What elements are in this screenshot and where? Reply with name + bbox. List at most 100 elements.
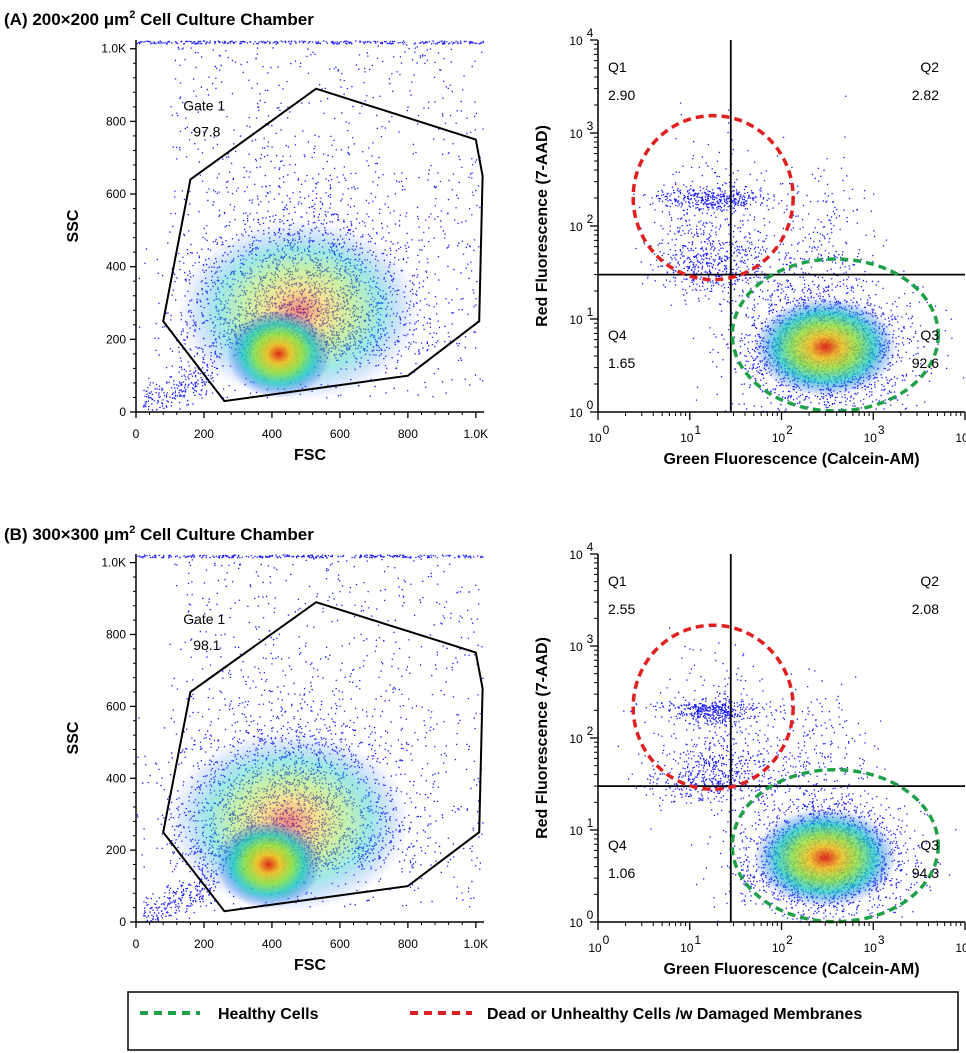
gate-name: Gate 1 xyxy=(183,97,225,113)
healthy-density xyxy=(753,807,898,908)
y-tick-label: 10 xyxy=(569,220,583,234)
y-tick-label: 10 xyxy=(569,732,583,746)
y-tick-label: 10 xyxy=(569,548,583,562)
x-axis-label: Green Fluorescence (Calcein-AM) xyxy=(663,451,919,468)
quadrant-name: Q3 xyxy=(920,837,939,853)
quadrant-value: 2.55 xyxy=(608,601,635,617)
y-tick-exponent: 2 xyxy=(587,724,594,738)
scatter-points xyxy=(136,554,484,922)
y-tick-label: 10 xyxy=(569,34,583,48)
panel-b-title: (B) 300×300 μm2 Cell Culture Chamber xyxy=(4,524,314,544)
x-tick-label: 10 xyxy=(680,941,694,955)
x-tick-label: 10 xyxy=(955,431,966,445)
x-tick-exponent: 1 xyxy=(694,423,701,437)
dead-cells-circle xyxy=(631,623,795,791)
x-tick-exponent: 2 xyxy=(786,933,793,947)
fsc-ssc-plot-0: Gate 1 97.8 0 200 400 600 800 1.0K 0 200 400 600 800… xyxy=(65,40,488,464)
y-tick-label: 800 xyxy=(106,628,126,642)
x-tick-label: 0 xyxy=(133,427,140,441)
y-tick-label: 400 xyxy=(106,260,126,274)
density-peak xyxy=(216,820,321,909)
x-tick-exponent: 3 xyxy=(878,933,885,947)
dead-cells-circle xyxy=(631,113,795,282)
y-axis-label: SSC xyxy=(65,721,82,754)
quadrant-value: 2.08 xyxy=(912,601,939,617)
quadrant-value: 2.82 xyxy=(912,87,939,103)
legend-healthy-label: Healthy Cells xyxy=(218,1006,319,1023)
x-tick-label: 600 xyxy=(330,937,350,951)
y-tick-exponent: 3 xyxy=(587,119,594,133)
panel-a-title: (A) 200×200 μm2 Cell Culture Chamber xyxy=(4,9,314,29)
y-tick-exponent: 4 xyxy=(587,26,594,40)
y-tick-label: 1.0K xyxy=(101,42,126,56)
y-tick-exponent: 4 xyxy=(587,540,594,554)
x-tick-label: 10 xyxy=(588,941,602,955)
fluorescence-plot-1: Q12.90Q22.82Q392.6Q41.651001001011011021… xyxy=(534,26,966,468)
x-tick-label: 800 xyxy=(398,937,418,951)
x-axis-label: Green Fluorescence (Calcein-AM) xyxy=(663,961,919,978)
gate-polygon xyxy=(162,87,484,403)
scatter-points xyxy=(136,40,484,412)
x-tick-exponent: 2 xyxy=(786,423,793,437)
healthy-cells-circle xyxy=(730,257,941,413)
y-tick-label: 200 xyxy=(106,332,126,346)
legend-dead-label: Dead or Unhealthy Cells /w Damaged Membr… xyxy=(487,1006,862,1023)
quadrant-name: Q3 xyxy=(920,327,939,343)
x-axis-label: FSC xyxy=(294,957,326,974)
y-tick-label: 10 xyxy=(569,824,583,838)
x-tick-label: 1.0K xyxy=(464,427,489,441)
quadrant-value: 1.65 xyxy=(608,355,635,371)
x-tick-exponent: 3 xyxy=(878,423,885,437)
y-tick-label: 10 xyxy=(569,916,583,930)
y-tick-exponent: 2 xyxy=(587,212,594,226)
scatter-points xyxy=(617,627,957,922)
y-tick-label: 10 xyxy=(569,640,583,654)
quadrant-name: Q2 xyxy=(920,59,939,75)
y-tick-exponent: 0 xyxy=(587,398,594,412)
x-tick-label: 10 xyxy=(864,431,878,445)
quadrant-name: Q2 xyxy=(920,573,939,589)
quadrant-name: Q1 xyxy=(608,59,627,75)
gate-name: Gate 1 xyxy=(183,611,225,627)
quadrant-value: 92.6 xyxy=(912,355,939,371)
x-tick-label: 200 xyxy=(194,937,214,951)
quadrant-value: 1.06 xyxy=(608,865,635,881)
y-tick-label: 200 xyxy=(106,843,126,857)
y-tick-label: 600 xyxy=(106,187,126,201)
y-tick-label: 10 xyxy=(569,313,583,327)
fsc-ssc-plot-2: Gate 1 98.1 0 200 400 600 800 1.0K 0 200 400 600 800… xyxy=(65,554,488,974)
x-tick-label: 10 xyxy=(772,941,786,955)
x-tick-label: 10 xyxy=(772,431,786,445)
quadrant-name: Q4 xyxy=(608,837,627,853)
fluorescence-plot-3: Q12.55Q22.08Q394.3Q41.061001001011011021… xyxy=(534,540,966,978)
x-tick-exponent: 0 xyxy=(603,423,610,437)
quadrant-value: 94.3 xyxy=(912,865,939,881)
x-tick-label: 10 xyxy=(864,941,878,955)
y-tick-label: 0 xyxy=(119,915,126,929)
x-tick-label: 600 xyxy=(330,427,350,441)
y-tick-label: 1.0K xyxy=(101,556,126,570)
y-tick-label: 10 xyxy=(569,127,583,141)
x-tick-label: 400 xyxy=(262,937,282,951)
x-tick-label: 0 xyxy=(133,937,140,951)
x-tick-label: 1.0K xyxy=(464,937,489,951)
healthy-density xyxy=(753,296,898,397)
legend: Healthy Cells Dead or Unhealthy Cells /w… xyxy=(127,991,959,1051)
x-tick-label: 800 xyxy=(398,427,418,441)
density-peak xyxy=(226,309,331,398)
y-tick-exponent: 1 xyxy=(587,816,594,830)
x-tick-label: 10 xyxy=(680,431,694,445)
y-tick-exponent: 3 xyxy=(587,632,594,646)
x-tick-label: 400 xyxy=(262,427,282,441)
y-tick-label: 0 xyxy=(119,405,126,419)
y-tick-label: 600 xyxy=(106,699,126,713)
x-tick-label: 10 xyxy=(955,941,966,955)
gate-percent: 97.8 xyxy=(193,123,220,139)
x-tick-label: 200 xyxy=(194,427,214,441)
legend-box xyxy=(127,991,959,1051)
quadrant-name: Q4 xyxy=(608,327,627,343)
y-tick-exponent: 0 xyxy=(587,908,594,922)
x-axis-label: FSC xyxy=(294,447,326,464)
scatter-points xyxy=(633,95,965,412)
